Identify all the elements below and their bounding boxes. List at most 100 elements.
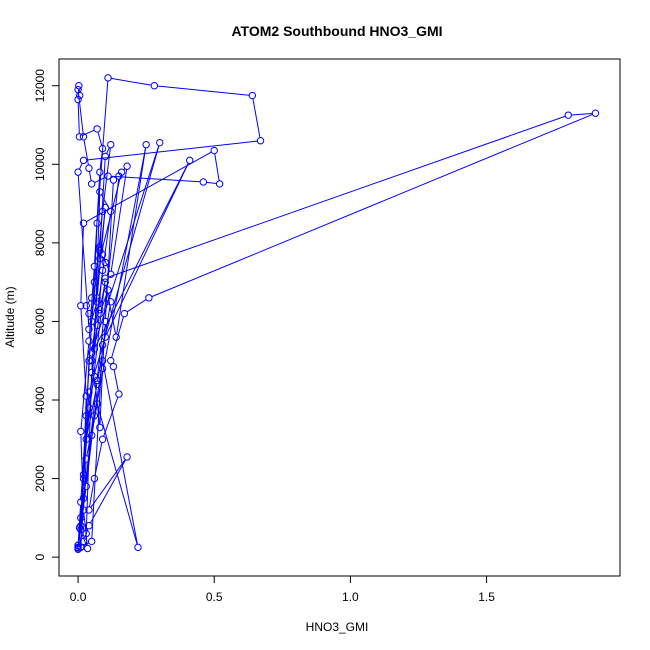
data-point [82,302,90,310]
series-line-segment [86,140,258,161]
data-point [90,412,99,420]
series-line-segment [94,442,103,476]
data-point [101,258,109,267]
x-axis-label: HNO3_GMI [306,620,369,634]
data-point [74,545,82,553]
series-line-segment [108,293,111,299]
x-tick-label: 1.5 [478,590,495,604]
y-tick-label: 8000 [33,229,47,256]
data-point [98,341,107,349]
data-point [101,317,109,326]
data-point [82,529,90,538]
x-axis: 0.0 0.5 1.0 1.5 [70,576,495,604]
data-point [77,302,85,310]
data-point [74,85,82,94]
data-point [90,372,99,381]
data-point [79,474,88,483]
series-line-segment [86,147,147,456]
data-point [109,176,118,184]
data-point [85,404,93,412]
data-point [77,427,85,436]
data-point [96,254,104,263]
data-point [82,455,90,463]
data-point [96,305,104,314]
series-line-segment [82,129,95,136]
series-line-segment [89,304,97,327]
y-tick-label: 0 [33,553,47,560]
data-point [104,286,112,294]
data-point [79,219,88,227]
series-line-segment [151,113,593,298]
data-point [93,321,101,330]
data-point [90,278,99,286]
data-point [85,357,93,365]
data-point [96,168,104,176]
y-axis-label: Altitude (m) [3,286,17,347]
data-point [79,156,88,165]
data-point [134,543,142,552]
data-point [75,91,84,100]
data-point [96,423,104,432]
series-line-segment [103,257,110,272]
series-line-segment [126,299,147,313]
series-line-segment [102,363,138,545]
data-point [90,262,99,271]
data-point [142,140,150,149]
series-line-segment [96,81,109,221]
y-tick-label: 4000 [33,386,47,413]
data-point [145,294,153,302]
data-point [96,309,104,318]
series-line-segment [110,169,128,272]
data-point [93,125,101,133]
data-point [90,474,99,483]
data-point [77,525,85,534]
data-point [85,522,93,530]
data-point [82,412,90,420]
series-line-segment [77,102,80,134]
data-point [85,337,93,345]
data-point [75,133,84,141]
series-line-segment [214,153,220,181]
data-point [79,133,88,141]
data-point [85,325,93,333]
data-point [87,294,96,302]
series-line-segment [106,163,189,335]
series-line-segment [96,210,106,295]
data-point [79,470,88,479]
series-line-segment [77,175,90,327]
series-line-segment [102,145,160,343]
data-point [74,543,82,552]
series-line-segment [89,481,95,507]
series-line-segment [111,77,152,86]
y-tick-label: 10000 [33,147,47,181]
series-line-segment [94,363,103,413]
data-point [123,453,131,461]
data-point [85,388,93,396]
y-tick-label: 2000 [33,465,47,492]
data-point [107,298,115,306]
data-point [93,400,101,408]
data-point [109,362,118,371]
y-axis: 0 2000 4000 6000 8000 10000 12000 [33,69,59,560]
data-point [101,203,109,212]
series-line-segment [89,300,97,311]
data-point [75,523,84,532]
data-point [82,435,90,443]
series-line-segment [111,316,124,358]
data-point [83,544,92,553]
series-line-segment [86,387,97,437]
data-point [107,140,115,149]
series-line-segment [94,177,106,183]
data-point [150,82,159,90]
data-point [90,345,99,353]
data-point [123,162,131,170]
data-point [248,91,257,100]
data-point [115,390,123,398]
y-tick-label: 6000 [33,308,47,335]
data-point [93,219,101,227]
data-point [98,435,107,443]
data-point [85,164,93,172]
data-point [87,317,96,326]
data-point [104,172,112,180]
